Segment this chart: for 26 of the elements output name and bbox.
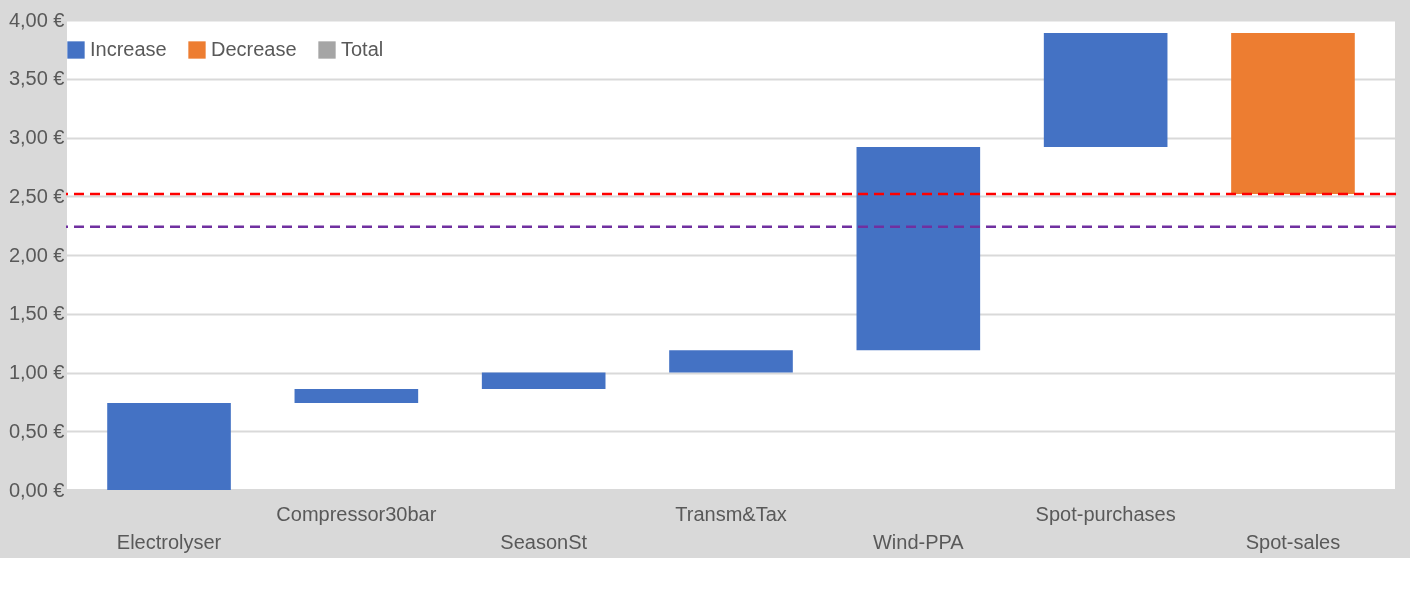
x-tick-label: Electrolyser — [116, 530, 222, 553]
bar — [107, 403, 231, 490]
x-tick-label: SeasonSt — [500, 530, 588, 553]
y-tick-label: 3,00 € — [8, 126, 65, 148]
y-tick-label: 3,50 € — [8, 67, 65, 90]
y-tick-label: 1,00 € — [8, 361, 65, 383]
bar — [1043, 32, 1168, 147]
x-tick-label: Transm&Tax — [675, 502, 787, 525]
bar — [669, 350, 793, 373]
legend-label: Increase — [90, 38, 167, 60]
bar — [1231, 32, 1355, 194]
x-tick-label: Compressor30bar — [276, 502, 437, 525]
legend-label: Decrease — [211, 38, 297, 60]
x-tick-label: Spot-sales — [1245, 530, 1341, 553]
x-tick-label: Wind-PPA — [872, 530, 965, 553]
y-tick-label: 0,00 € — [8, 478, 65, 501]
x-tick-label: Spot-purchases — [1035, 502, 1176, 525]
bar — [856, 146, 981, 351]
y-tick-label: 1,50 € — [8, 302, 65, 325]
bar — [481, 372, 606, 389]
bar — [294, 388, 419, 404]
y-tick-label: 0,50 € — [8, 419, 65, 442]
y-tick-label: 2,50 € — [8, 184, 65, 207]
y-tick-label: 2,00 € — [8, 243, 65, 266]
legend-label: Total — [341, 38, 384, 60]
y-tick-label: 4,00 € — [8, 8, 65, 31]
